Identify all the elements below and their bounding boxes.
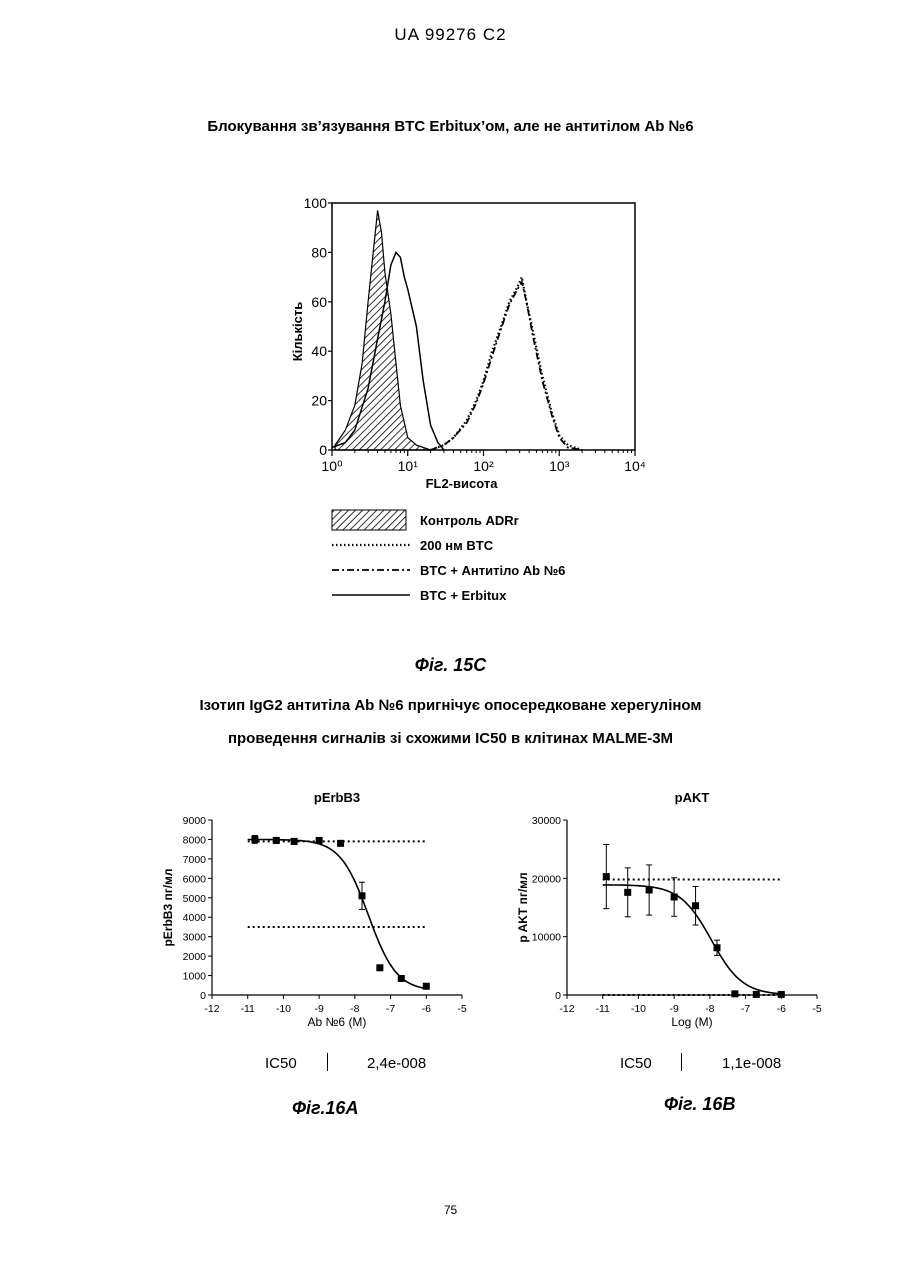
fig16b-y-tick-label: 20000: [532, 873, 561, 885]
histogram-x-axis-title: FL2-висота: [426, 476, 499, 491]
histogram-x-tick-label: 10¹: [398, 458, 419, 474]
fig16a-x-axis-title: Ab №6 (M): [308, 1015, 367, 1029]
histogram-y-tick-label: 80: [311, 244, 327, 260]
fig16b-data-point: [603, 873, 610, 880]
legend-label: 200 нм BTC: [420, 538, 494, 553]
fig16a-y-tick-label: 5000: [183, 893, 207, 905]
fig16b-data-point: [714, 944, 721, 951]
fig16b-x-tick-label: -5: [812, 1003, 821, 1015]
fig16a-data-point: [337, 840, 344, 847]
fig16a-y-tick-label: 2000: [183, 951, 207, 963]
fig16a-y-tick-label: 0: [200, 990, 206, 1002]
fig16b-y-tick-label: 0: [555, 990, 561, 1002]
fig16b-chart: pAKT 0 10000 20000 30000 -12 -11 -10 -9 -8 -7 -6 -5 L…: [505, 780, 845, 1040]
fig16b-x-tick-label: -11: [596, 1003, 611, 1015]
fig16a-x-tick-label: -6: [422, 1003, 431, 1015]
fig16a-data-point: [359, 892, 366, 899]
legend-label: BTC + Erbitux: [420, 588, 507, 603]
fig16b-ic50-separator: [681, 1053, 682, 1071]
fig16a-caption: Фіг.16A: [292, 1098, 358, 1119]
fig16b-x-axis-title: Log (M): [671, 1015, 712, 1029]
fig16a-y-tick-label: 6000: [183, 873, 207, 885]
patent-header: UA 99276 C2: [0, 25, 901, 45]
fig16b-ic50-value: 1,1e-008: [722, 1055, 781, 1072]
histogram-y-tick-label: 60: [311, 294, 327, 310]
fig16b-y-tick-label: 10000: [532, 932, 561, 944]
fig16b-x-tick-label: -10: [631, 1003, 646, 1015]
histogram-x-tick-label: 10⁰: [321, 458, 343, 474]
fig16b-y-axis-title: p AKT пг/мл: [516, 872, 530, 942]
fig16b-data-point: [624, 889, 631, 896]
fig16a-x-tick-label: -10: [276, 1003, 291, 1015]
fig16a-x-tick-label: -9: [314, 1003, 323, 1015]
fig16a-data-point: [291, 838, 298, 845]
fig16a-y-tick-label: 4000: [183, 912, 207, 924]
fig16a-chart: pErbB3 0 1000 2000 3000 4000 5000 6000 7000 8000 9…: [150, 780, 490, 1040]
fig16a-y-tick-label: 8000: [183, 834, 207, 846]
histogram-y-tick-label: 100: [304, 195, 328, 211]
fig16a-y-tick-label: 7000: [183, 854, 207, 866]
fig16b-data-point: [646, 887, 653, 894]
histogram-y-tick-label: 0: [319, 442, 327, 458]
fig16a-x-tick-label: -7: [386, 1003, 395, 1015]
fig16a-title: pErbB3: [314, 790, 360, 805]
legend-label: Контроль ADRr: [420, 513, 519, 528]
fig15c-histogram: 0 20 40 60 80 100 10⁰ 10¹ 10² 10³ 10⁴ FL2-висота Кіл…: [270, 185, 650, 615]
fig16a-ic50-value: 2,4e-008: [367, 1055, 426, 1072]
fig16a-x-tick-label: -12: [204, 1003, 219, 1015]
fig16b-data-point: [692, 902, 699, 909]
fig15c-title: Блокування зв’язування BTC Erbitux’ом, а…: [0, 118, 901, 135]
fig16a-data-point: [398, 975, 405, 982]
fig16a-x-tick-label: -8: [350, 1003, 359, 1015]
histogram-y-tick-label: 20: [311, 393, 327, 409]
fig16b-x-tick-label: -9: [669, 1003, 678, 1015]
fig16a-y-tick-label: 9000: [183, 815, 207, 827]
fig16a-data-point: [376, 964, 383, 971]
fig16b-data-point: [731, 990, 738, 997]
fig16b-x-tick-label: -6: [777, 1003, 786, 1015]
legend-swatch-hatched: [332, 510, 406, 530]
legend-label: BTC + Антитіло Ab №6: [420, 563, 565, 578]
fig15c-caption: Фіг. 15C: [0, 655, 901, 676]
fig16b-data-point: [778, 991, 785, 998]
fig16b-x-tick-label: -12: [559, 1003, 574, 1015]
fig16a-ic50-separator: [327, 1053, 328, 1071]
fig16-title-line1: Ізотип IgG2 антитіла Ab №6 пригнічує опо…: [0, 697, 901, 714]
histogram-y-axis-title: Кількість: [290, 302, 305, 362]
fig16b-y-tick-label: 30000: [532, 815, 561, 827]
fig16b-caption: Фіг. 16B: [664, 1094, 735, 1115]
fig16a-x-tick-label: -5: [457, 1003, 466, 1015]
fig16b-data-point: [753, 991, 760, 998]
fig16b-x-tick-label: -7: [741, 1003, 750, 1015]
fig16b-data-point: [671, 894, 678, 901]
fig16-title-line2: проведення сигналів зі схожими IC50 в кл…: [0, 730, 901, 747]
fig16a-data-point: [316, 837, 323, 844]
fig16a-data-point: [423, 983, 430, 990]
fig16a-data-point: [273, 837, 280, 844]
histogram-x-tick-label: 10⁴: [624, 458, 646, 474]
fig16a-y-axis-title: pErbB3 пг/мл: [161, 868, 175, 946]
histogram-x-tick-label: 10²: [473, 458, 494, 474]
fig16a-x-tick-label: -11: [241, 1003, 256, 1015]
fig16a-data-point: [251, 836, 258, 843]
fig16a-ic50-label: IC50: [265, 1055, 297, 1072]
fig16b-x-tick-label: -8: [705, 1003, 714, 1015]
histogram-series-3: [431, 282, 582, 450]
fig16b-title: pAKT: [675, 790, 710, 805]
histogram-y-tick-label: 40: [311, 343, 327, 359]
fig16b-ic50-label: IC50: [620, 1055, 652, 1072]
histogram-x-tick-label: 10³: [549, 458, 570, 474]
histogram-series-2: [431, 277, 582, 450]
fig16b-fit-curve: [603, 885, 782, 994]
fig16a-y-tick-label: 1000: [183, 971, 207, 983]
page-number: 75: [0, 1203, 901, 1217]
fig16a-fit-curve: [248, 840, 427, 989]
fig16a-y-tick-label: 3000: [183, 932, 207, 944]
